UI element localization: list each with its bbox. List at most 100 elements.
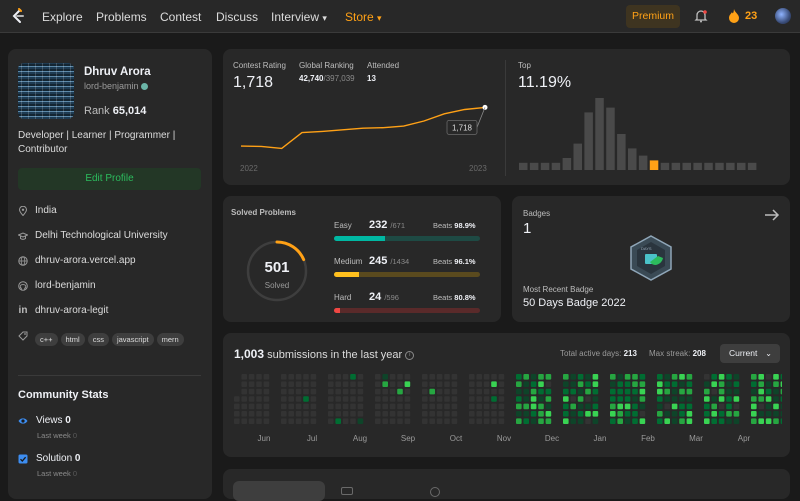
nav-explore[interactable]: Explore [42,10,83,24]
heatmap-day-cell[interactable] [758,388,764,395]
heatmap-day-cell[interactable] [248,411,255,417]
heatmap-day-cell[interactable] [256,396,262,402]
heatmap-day-cell[interactable] [375,381,381,387]
heatmap-day-cell[interactable] [476,403,482,410]
heatmap-day-cell[interactable] [429,374,435,380]
heatmap-day-cell[interactable] [483,403,490,410]
linkedin-link[interactable]: dhruv-arora-legit [35,305,109,316]
heatmap-day-cell[interactable] [288,403,294,410]
heatmap-day-cell[interactable] [686,388,693,395]
heatmap-day-cell[interactable] [632,411,638,417]
heatmap-day-cell[interactable] [429,418,435,424]
heatmap-day-cell[interactable] [671,418,678,424]
nav-contest[interactable]: Contest [160,10,202,24]
heatmap-day-cell[interactable] [718,381,725,387]
heatmap-day-cell[interactable] [469,418,475,424]
heatmap-day-cell[interactable] [422,403,428,410]
heatmap-day-cell[interactable] [711,411,717,417]
heatmap-day-cell[interactable] [476,381,482,387]
streak-count[interactable]: 23 [745,10,758,22]
skill-tag[interactable]: c++ [35,333,58,346]
heatmap-day-cell[interactable] [679,403,685,410]
heatmap-day-cell[interactable] [357,411,364,417]
heatmap-day-cell[interactable] [780,403,782,410]
heatmap-day-cell[interactable] [726,418,732,424]
heatmap-day-cell[interactable] [664,396,670,402]
nav-problems[interactable]: Problems [96,10,147,24]
heatmap-day-cell[interactable] [498,381,505,387]
info-icon[interactable]: i [405,350,415,360]
heatmap-day-cell[interactable] [523,396,529,402]
heatmap-day-cell[interactable] [476,396,482,402]
heatmap-day-cell[interactable] [263,388,270,395]
heatmap-day-cell[interactable] [686,381,693,387]
heatmap-day-cell[interactable] [498,411,505,417]
heatmap-day-cell[interactable] [241,411,247,417]
heatmap-day-cell[interactable] [248,396,255,402]
heatmap-day-cell[interactable] [780,381,782,387]
heatmap-day-cell[interactable] [726,396,732,402]
heatmap-day-cell[interactable] [639,381,646,387]
heatmap-day-cell[interactable] [632,381,638,387]
heatmap-day-cell[interactable] [632,374,638,380]
heatmap-day-cell[interactable] [718,374,725,380]
heatmap-day-cell[interactable] [483,381,490,387]
heatmap-day-cell[interactable] [469,381,475,387]
heatmap-day-cell[interactable] [758,374,764,380]
heatmap-day-cell[interactable] [444,388,450,395]
heatmap-day-cell[interactable] [281,388,287,395]
heatmap-day-cell[interactable] [733,381,740,387]
heatmap-day-cell[interactable] [436,403,443,410]
heatmap-day-cell[interactable] [671,381,678,387]
heatmap-day-cell[interactable] [523,403,529,410]
heatmap-day-cell[interactable] [342,396,349,402]
heatmap-day-cell[interactable] [375,374,381,380]
heatmap-day-cell[interactable] [704,381,710,387]
heatmap-day-cell[interactable] [491,403,497,410]
heatmap-day-cell[interactable] [585,388,591,395]
heatmap-day-cell[interactable] [639,374,646,380]
heatmap-day-cell[interactable] [545,396,552,402]
heatmap-day-cell[interactable] [711,388,717,395]
heatmap-day-cell[interactable] [570,411,576,417]
heatmap-day-cell[interactable] [429,411,435,417]
heatmap-day-cell[interactable] [617,374,623,380]
heatmap-day-cell[interactable] [671,403,678,410]
heatmap-day-cell[interactable] [422,388,428,395]
heatmap-day-cell[interactable] [328,411,334,417]
heatmap-day-cell[interactable] [422,374,428,380]
heatmap-day-cell[interactable] [303,403,309,410]
heatmap-day-cell[interactable] [397,374,403,380]
heatmap-day-cell[interactable] [704,396,710,402]
heatmap-day-cell[interactable] [256,381,262,387]
heatmap-day-cell[interactable] [310,381,317,387]
heatmap-day-cell[interactable] [295,396,302,402]
heatmap-day-cell[interactable] [295,381,302,387]
heatmap-day-cell[interactable] [303,381,309,387]
heatmap-day-cell[interactable] [469,411,475,417]
heatmap-day-cell[interactable] [765,381,772,387]
heatmap-day-cell[interactable] [404,374,411,380]
heatmap-day-cell[interactable] [288,388,294,395]
heatmap-day-cell[interactable] [335,403,341,410]
heatmap-day-cell[interactable] [476,388,482,395]
heatmap-day-cell[interactable] [397,388,403,395]
heatmap-day-cell[interactable] [335,374,341,380]
heatmap-day-cell[interactable] [639,388,646,395]
heatmap-day-cell[interactable] [288,396,294,402]
heatmap-day-cell[interactable] [295,411,302,417]
heatmap-day-cell[interactable] [780,388,782,395]
heatmap-day-cell[interactable] [483,411,490,417]
heatmap-day-cell[interactable] [657,403,663,410]
heatmap-day-cell[interactable] [516,418,522,424]
heatmap-day-cell[interactable] [530,411,537,417]
heatmap-day-cell[interactable] [281,411,287,417]
heatmap-day-cell[interactable] [538,403,544,410]
heatmap-day-cell[interactable] [765,403,772,410]
heatmap-day-cell[interactable] [718,411,725,417]
heatmap-day-cell[interactable] [570,381,576,387]
heatmap-day-cell[interactable] [350,388,356,395]
heatmap-day-cell[interactable] [397,418,403,424]
heatmap-day-cell[interactable] [281,403,287,410]
heatmap-day-cell[interactable] [342,381,349,387]
